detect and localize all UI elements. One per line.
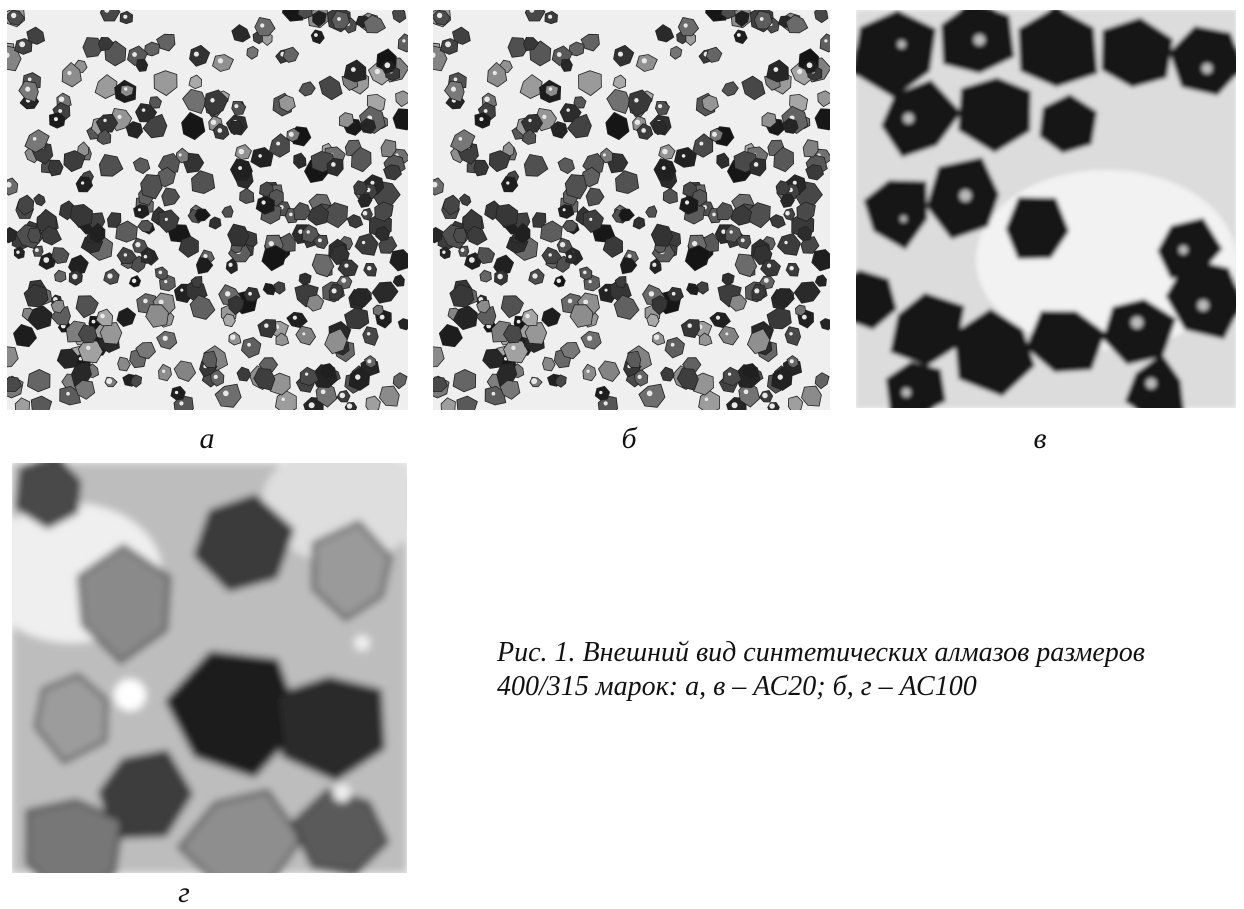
diamond-crystals-macro-icon bbox=[12, 463, 407, 873]
figure-caption: Рис. 1. Внешний вид синтетических алмазо… bbox=[497, 637, 1145, 702]
diamond-grains-overview-icon bbox=[433, 10, 830, 410]
figure-panel-g bbox=[12, 463, 407, 873]
figure-panel-b bbox=[433, 10, 830, 410]
panel-label-a: а bbox=[199, 422, 215, 455]
diamond-grains-overview-icon bbox=[7, 10, 408, 410]
figure-panel-v bbox=[856, 10, 1236, 408]
figure-panel-a bbox=[7, 10, 408, 410]
panel-label-v: в bbox=[1033, 422, 1047, 455]
panel-label-g: г bbox=[178, 876, 190, 909]
diamond-grains-closeup-icon bbox=[856, 10, 1236, 408]
panel-label-b: б bbox=[621, 422, 637, 455]
